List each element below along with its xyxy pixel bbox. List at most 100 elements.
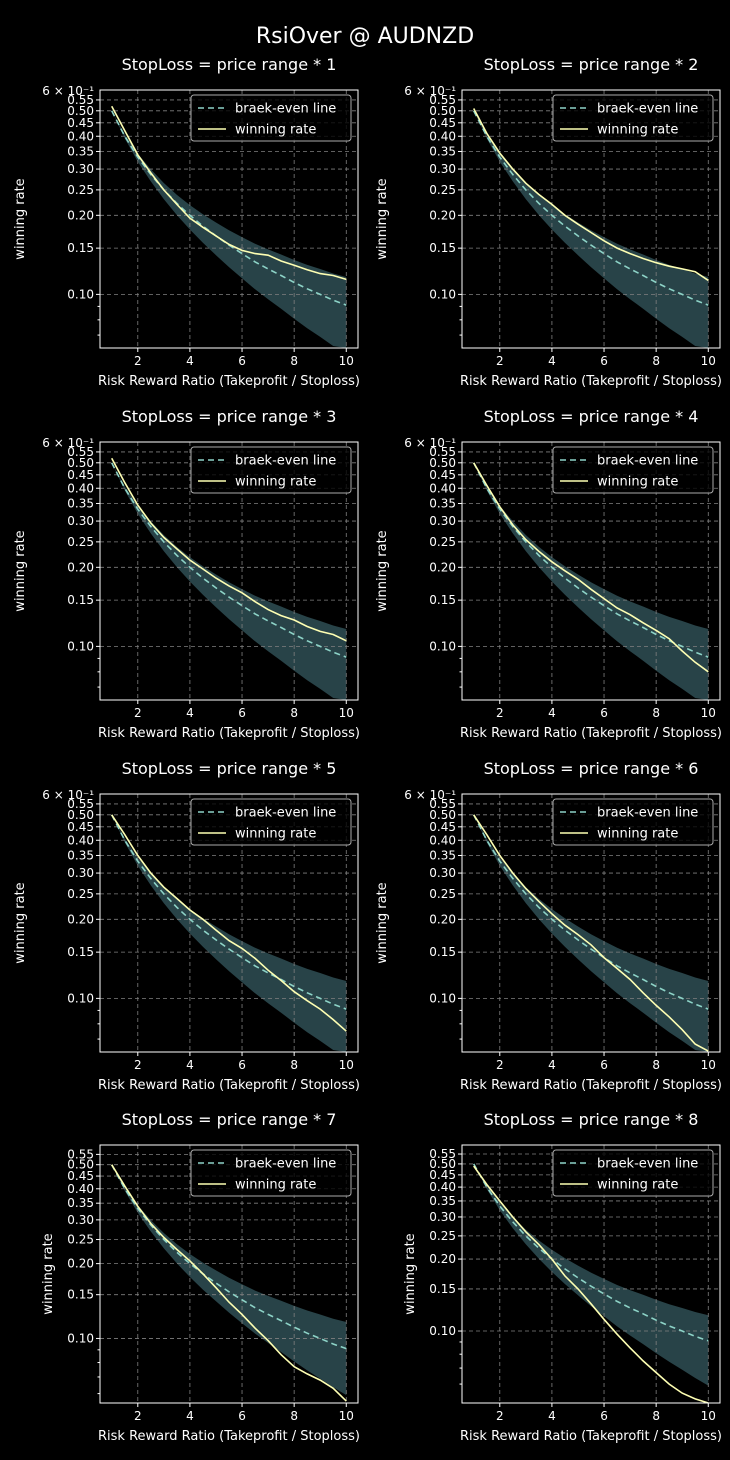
x-tick-label: 10 (701, 706, 716, 720)
y-tick-label: 0.30 (67, 1213, 94, 1227)
y-tick-label: 0.50 (429, 104, 456, 118)
y-tick-label: 0.35 (67, 144, 94, 158)
x-tick-label: 4 (186, 1058, 194, 1072)
y-tick-label: 0.25 (67, 183, 94, 197)
x-tick-label: 8 (652, 1058, 660, 1072)
subplot-title: StopLoss = price range * 4 (484, 407, 699, 426)
y-tick-label: 0.20 (67, 912, 94, 926)
x-axis-label: Risk Reward Ratio (Takeprofit / Stoploss… (460, 374, 722, 389)
x-tick-label: 8 (290, 1409, 298, 1423)
y-tick-label: 0.35 (67, 848, 94, 862)
breakeven-line (110, 462, 347, 658)
x-tick-label: 8 (290, 354, 298, 368)
x-tick-label: 6 (600, 706, 608, 720)
x-tick-label: 2 (496, 1058, 504, 1072)
axes-frame (461, 89, 721, 349)
breakeven-line (110, 814, 347, 1010)
breakeven-line (473, 1163, 709, 1342)
y-tick-label: 0.15 (429, 241, 456, 255)
figure-title: RsiOver @ AUDNZD (255, 24, 475, 49)
legend-box (190, 94, 352, 142)
x-tick-label: 6 (238, 1058, 246, 1072)
y-axis-label: winning rate (13, 530, 28, 611)
legend-label-1: braek-even line (597, 102, 698, 117)
y-tick-label: 0.40 (429, 481, 456, 495)
axes-frame (99, 793, 359, 1053)
y-top-tick-label: 6 × 10⁻¹ (404, 788, 456, 802)
legend: braek-even line winning rate (190, 1149, 352, 1197)
y-tick-label: 0.50 (429, 456, 456, 470)
subplot-title: StopLoss = price range * 8 (484, 1110, 699, 1129)
y-tick-label: 0.55 (429, 445, 456, 459)
x-tick-label: 6 (238, 354, 246, 368)
subplot-title: StopLoss = price range * 5 (122, 759, 337, 778)
confidence-band (473, 462, 709, 700)
y-axis-label: winning rate (13, 178, 28, 259)
legend-box (190, 446, 352, 494)
y-tick-label: 0.20 (429, 1252, 456, 1266)
y-tick-label: 0.10 (429, 287, 456, 301)
y-tick-label: 0.35 (67, 1196, 94, 1210)
legend: braek-even line winning rate (190, 446, 352, 494)
y-tick-label: 0.35 (67, 496, 94, 510)
y-tick-label: 0.50 (67, 104, 94, 118)
x-tick-label: 4 (548, 354, 556, 368)
y-tick-label: 0.25 (67, 535, 94, 549)
confidence-band (473, 110, 709, 348)
x-tick-label: 8 (652, 1409, 660, 1423)
y-tick-label: 0.55 (429, 93, 456, 107)
subplot-title: StopLoss = price range * 7 (122, 1110, 337, 1129)
confidence-band (111, 814, 347, 1052)
y-tick-label: 0.45 (67, 468, 94, 482)
x-tick-label: 6 (600, 354, 608, 368)
x-tick-label: 6 (600, 1409, 608, 1423)
y-tick-label: 0.45 (67, 820, 94, 834)
x-tick-label: 4 (548, 1058, 556, 1072)
y-tick-label: 0.45 (429, 116, 456, 130)
x-tick-label: 4 (186, 706, 194, 720)
y-tick-label: 0.55 (67, 93, 94, 107)
y-tick-label: 0.50 (67, 1158, 94, 1172)
legend-box (552, 1149, 714, 1197)
legend-box (552, 446, 714, 494)
y-tick-label: 0.25 (429, 183, 456, 197)
y-tick-label: 0.20 (67, 560, 94, 574)
y-tick-label: 0.15 (67, 593, 94, 607)
legend-label-2: winning rate (597, 475, 678, 490)
winning-rate-line (473, 462, 709, 673)
x-tick-label: 8 (290, 706, 298, 720)
y-tick-label: 0.50 (429, 808, 456, 822)
axes-frame (461, 441, 721, 701)
x-tick-label: 8 (652, 706, 660, 720)
legend-label-1: braek-even line (235, 102, 336, 117)
y-tick-label: 0.25 (429, 535, 456, 549)
winning-rate-line (110, 457, 347, 642)
breakeven-line (472, 462, 709, 658)
y-top-tick-label: 6 × 10⁻¹ (42, 788, 94, 802)
legend-box (552, 94, 714, 142)
legend: braek-even line winning rate (552, 798, 714, 846)
legend: braek-even line winning rate (190, 798, 352, 846)
y-tick-label: 0.10 (67, 287, 94, 301)
y-tick-label: 0.55 (67, 445, 94, 459)
y-tick-label: 0.40 (67, 833, 94, 847)
y-tick-label: 0.55 (67, 1147, 94, 1161)
subplot-5: 0.10 0.15 0.20 0.25 0.30 0.350.400.450.500.55… (13, 759, 360, 1093)
x-axis-label: Risk Reward Ratio (Takeprofit / Stoploss… (98, 374, 360, 389)
y-tick-label: 0.10 (67, 1331, 94, 1345)
y-tick-label: 0.30 (429, 514, 456, 528)
x-axis-label: Risk Reward Ratio (Takeprofit / Stoploss… (460, 1078, 722, 1093)
y-tick-label: 0.40 (67, 129, 94, 143)
legend-label-2: winning rate (235, 123, 316, 138)
y-top-tick-label: 6 × 10⁻¹ (404, 436, 456, 450)
x-tick-label: 4 (186, 1409, 194, 1423)
x-tick-label: 8 (652, 354, 660, 368)
y-tick-label: 0.25 (67, 1233, 94, 1247)
y-tick-label: 0.45 (67, 116, 94, 130)
breakeven-line (472, 814, 709, 1010)
x-tick-label: 2 (134, 1409, 142, 1423)
x-tick-label: 2 (496, 1409, 504, 1423)
y-tick-label: 0.30 (67, 866, 94, 880)
x-axis-label: Risk Reward Ratio (Takeprofit / Stoploss… (460, 1429, 722, 1444)
